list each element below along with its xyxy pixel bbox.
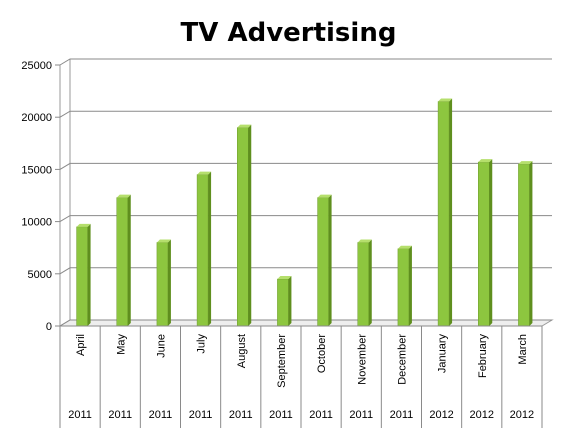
gridline	[59, 110, 552, 118]
y-tick-label: 0	[46, 321, 52, 333]
x-group-label: 2011	[269, 409, 293, 421]
x-category-label: January	[437, 334, 449, 374]
bar	[196, 171, 212, 327]
bar-side	[288, 276, 292, 326]
bar	[277, 276, 292, 327]
bar-side	[167, 239, 171, 326]
bar-side	[368, 239, 372, 326]
x-category-label: July	[196, 334, 208, 354]
chart-title: TV Advertising	[180, 18, 397, 48]
bar-side	[127, 194, 131, 326]
bar	[237, 124, 252, 327]
x-group-label: 2011	[390, 409, 414, 421]
bar-front	[317, 197, 329, 327]
x-category-label: October	[316, 334, 328, 373]
bar-side	[248, 124, 252, 326]
bar-top	[317, 194, 332, 198]
bar-top	[478, 159, 493, 163]
x-category-label: May	[115, 334, 127, 355]
bar-top	[438, 98, 453, 102]
x-category-label: April	[75, 334, 87, 356]
bar-front	[116, 197, 128, 327]
bar-front	[196, 174, 209, 327]
bar-side	[449, 98, 453, 326]
bars	[76, 98, 533, 327]
bar	[437, 98, 453, 327]
x-group-label: 2011	[309, 409, 333, 421]
y-tick-label: 20000	[21, 112, 52, 124]
gridline	[59, 58, 552, 66]
bar-side	[208, 171, 212, 326]
bar-top	[237, 124, 252, 128]
bar	[317, 194, 332, 327]
x-group-label: 2012	[470, 409, 494, 421]
y-tick-label: 15000	[21, 164, 52, 176]
bar-front	[277, 278, 289, 327]
bar	[357, 239, 372, 327]
bar	[116, 194, 131, 327]
y-tick-label: 10000	[21, 217, 52, 229]
bar	[518, 161, 533, 327]
bar	[478, 159, 493, 327]
x-group-label: 2011	[189, 409, 213, 421]
y-tick-label: 25000	[21, 60, 52, 72]
bar-top	[76, 223, 91, 227]
bar	[397, 245, 412, 327]
bar-top	[277, 276, 292, 280]
x-group-label: 2011	[149, 409, 173, 421]
gridline	[59, 267, 552, 275]
x-group-label: 2011	[68, 409, 92, 421]
y-tick-label: 5000	[28, 269, 52, 281]
x-group-label: 2011	[229, 409, 253, 421]
bar-top	[518, 161, 533, 165]
x-category-label: September	[276, 334, 288, 388]
bar-top	[397, 245, 412, 249]
bar-front	[357, 242, 369, 327]
bar-side	[87, 223, 91, 326]
bar-side	[328, 194, 332, 326]
bar-front	[156, 242, 169, 327]
x-group-label: 2012	[429, 409, 453, 421]
bar-top	[357, 239, 372, 243]
x-category-label: February	[477, 334, 489, 379]
y-axis-ticks: 0 5000 10000 15000 20000 25000	[21, 60, 60, 333]
x-axis: April 2011 May 2011 June 2011 July 2011 August 20…	[59, 325, 543, 428]
x-category-label: December	[396, 334, 408, 385]
bar-front	[237, 127, 249, 327]
bar-front	[518, 163, 530, 327]
bar	[76, 223, 91, 327]
x-category-label: August	[236, 334, 248, 368]
gridlines	[59, 58, 552, 327]
x-group-label: 2012	[510, 409, 534, 421]
x-category-label: November	[356, 334, 368, 385]
x-category-label: March	[517, 334, 529, 365]
x-group-label: 2011	[349, 409, 373, 421]
gridline	[59, 215, 552, 223]
bar-front	[478, 161, 490, 327]
bar-side	[489, 159, 493, 326]
bar-side	[408, 245, 412, 326]
bar-front	[437, 101, 450, 327]
bar-front	[397, 248, 410, 327]
bar-top	[116, 194, 131, 198]
x-group-label: 2011	[108, 409, 132, 421]
bar-front	[76, 226, 88, 327]
x-category-label: June	[155, 334, 167, 358]
bar-side	[529, 161, 533, 326]
bar	[156, 239, 171, 327]
gridline	[59, 319, 552, 327]
bar-top	[156, 239, 171, 243]
gridline	[59, 162, 552, 170]
bar-top	[197, 171, 212, 175]
